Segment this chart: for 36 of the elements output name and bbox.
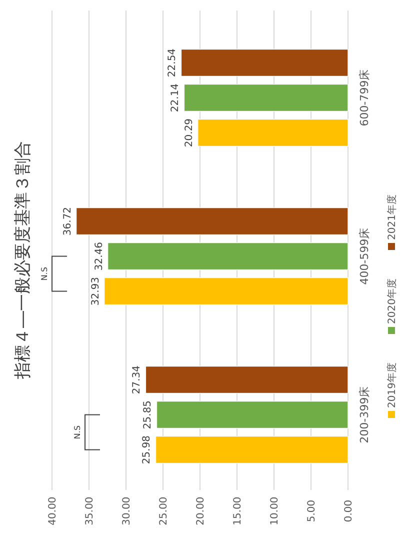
data-label: 27.34 — [132, 365, 143, 394]
bar — [184, 84, 348, 112]
x-tick-label: 5.00 — [306, 500, 318, 522]
bar — [198, 118, 348, 147]
x-tick-label: 30.00 — [122, 496, 132, 526]
text: 2020年度 — [386, 278, 398, 324]
data-label: 36.72 — [62, 206, 74, 236]
text: 指標４―一般必要度基準３割合 — [13, 141, 33, 380]
data-label: 20.29 — [184, 118, 195, 148]
x-tick-label: 40.00 — [48, 496, 58, 526]
data-label: 32.93 — [90, 276, 102, 306]
x-tick-label: 0.00 — [344, 500, 354, 522]
data-label: 25.98 — [142, 435, 153, 464]
text: 2021年度 — [386, 194, 398, 240]
bar — [107, 242, 348, 270]
bar — [156, 400, 348, 429]
y-tick-label: 600-799床 — [358, 69, 371, 126]
bar — [104, 277, 348, 306]
x-tick-label: 25.00 — [158, 496, 170, 526]
x-tick-label: 35.00 — [84, 496, 96, 526]
data-label: 32.46 — [94, 242, 105, 271]
bar — [76, 207, 348, 236]
bar — [155, 436, 348, 464]
data-label: 22.14 — [170, 83, 182, 112]
bar — [145, 366, 348, 394]
data-label: 22.54 — [167, 48, 178, 78]
x-tick-label: 20.00 — [196, 496, 206, 526]
y-tick-label: 200-399床 — [358, 386, 371, 444]
x-tick-label: 15.00 — [232, 496, 244, 526]
annotation: N.S — [73, 425, 82, 440]
text: 2019年度 — [386, 362, 398, 408]
data-label: 25.85 — [142, 400, 154, 430]
y-tick-label: 400-599床 — [358, 228, 371, 285]
text: N.S — [40, 266, 49, 281]
bar — [180, 48, 348, 77]
x-tick-label: 10.00 — [270, 496, 280, 526]
